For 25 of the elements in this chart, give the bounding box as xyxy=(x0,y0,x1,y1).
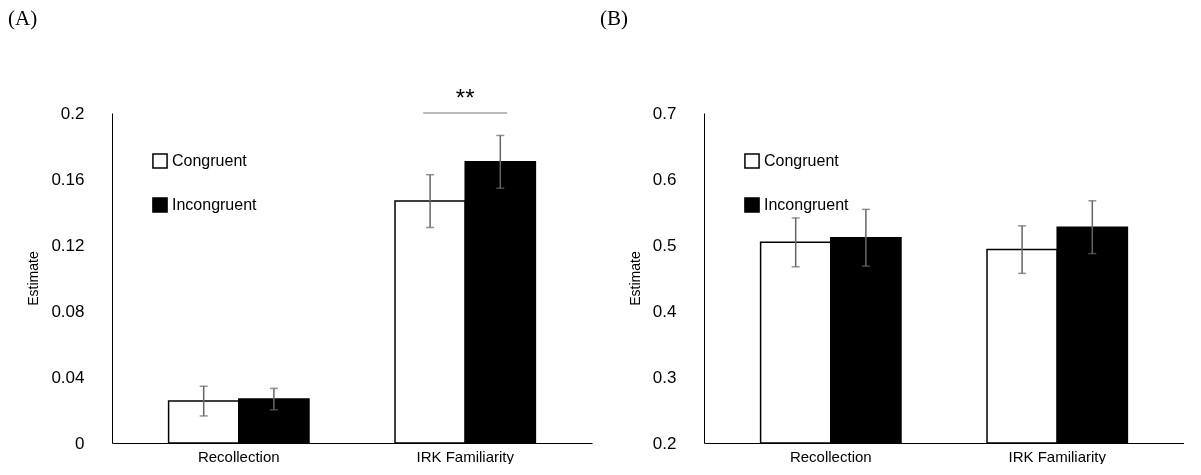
text: ** xyxy=(455,84,475,111)
y-tick-label: 0 xyxy=(75,433,85,453)
y-tick-label: 0.08 xyxy=(51,301,85,321)
y-tick-label: 0.2 xyxy=(60,103,85,123)
y-tick-label: 0.5 xyxy=(652,235,677,255)
y-tick-label: 0.16 xyxy=(51,169,85,189)
x-tick-label: Recollection xyxy=(789,447,872,465)
y-tick-label: 0.6 xyxy=(652,169,677,189)
y-tick-label: 0.3 xyxy=(652,367,677,387)
x-tick-label: IRK Familiarity xyxy=(1008,447,1107,465)
chart-title: (A) xyxy=(8,6,38,30)
y-tick-label: 0.2 xyxy=(652,433,677,453)
y-axis-title: Estimate xyxy=(626,251,643,306)
x-tick-label: IRK Familiarity xyxy=(416,447,515,465)
legend-label: Congruent xyxy=(172,152,248,169)
x-tick-label: Recollection xyxy=(197,447,280,465)
legend-label: Congruent xyxy=(764,152,840,169)
y-axis-title: Estimate xyxy=(25,251,42,306)
y-tick-label: 0.7 xyxy=(652,103,677,123)
chart-title: (B) xyxy=(600,6,628,30)
y-tick-label: 0.12 xyxy=(51,235,85,255)
legend-label: Incongruent xyxy=(172,196,258,213)
y-tick-label: 0.4 xyxy=(652,301,677,321)
legend-label: Incongruent xyxy=(764,196,850,213)
y-tick-label: 0.04 xyxy=(51,367,85,387)
